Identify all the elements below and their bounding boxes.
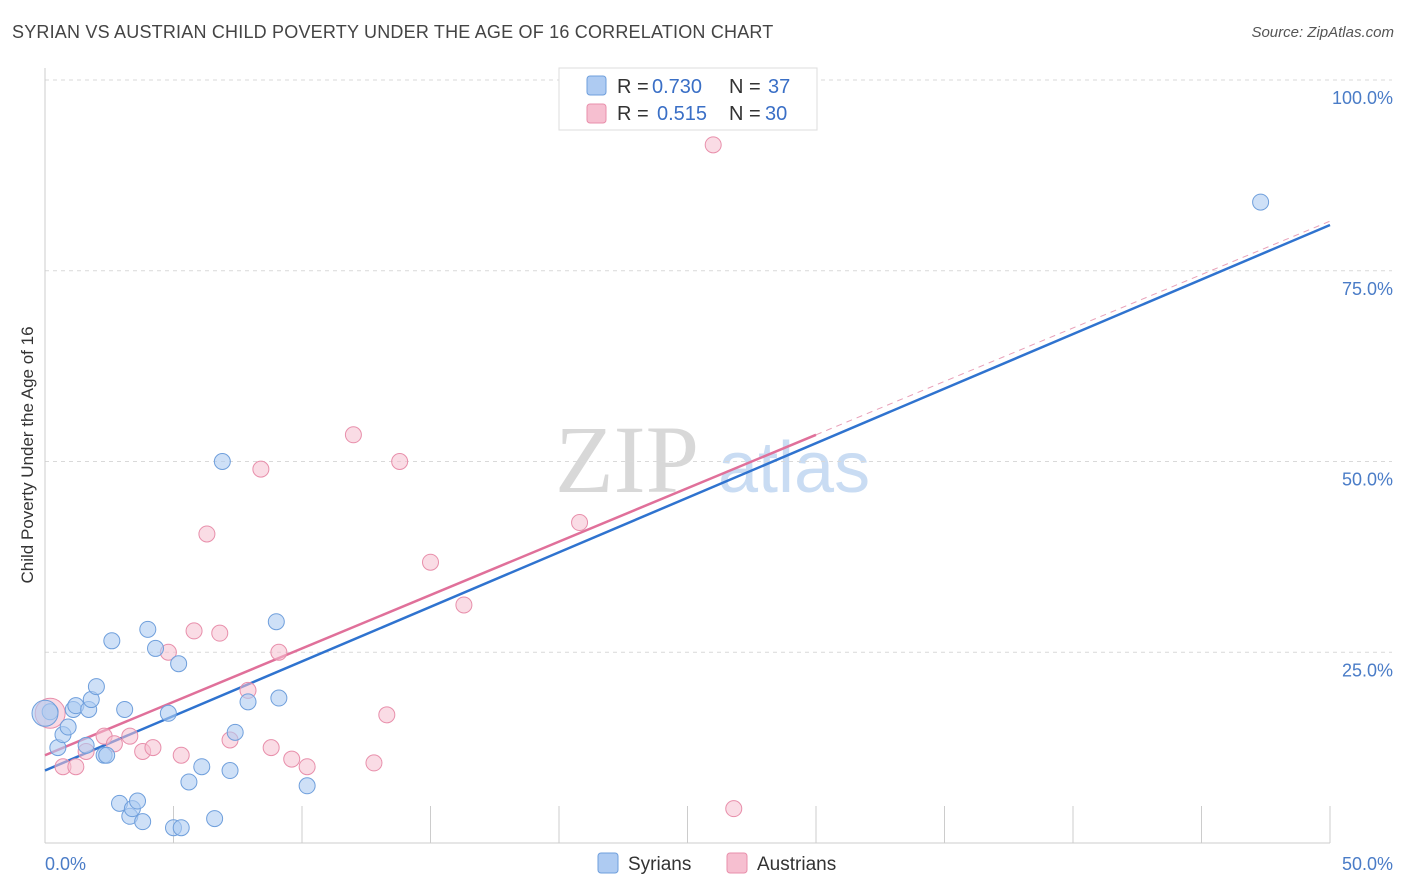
syrians-point-35 (1252, 193, 1270, 211)
source-credit: Source: ZipAtlas.com (1251, 24, 1394, 41)
watermark-zip: ZIP (555, 406, 699, 513)
legend-syrians-r-value: 0.730 (652, 76, 702, 98)
austrians-point-12 (198, 525, 216, 543)
y-tick-label-3: 25.0% (1342, 660, 1393, 680)
y-tick-label-1: 75.0% (1342, 279, 1393, 299)
syrians-point-24 (172, 819, 190, 837)
legend-swatch-syrians (586, 75, 607, 96)
tick-labels: 100.0% 75.0% 50.0% 25.0% 0.0% 50.0% (45, 88, 1393, 874)
syrians-point-27 (206, 810, 224, 828)
bottom-legend-syrians: Syrians (628, 854, 691, 875)
syrians-point-14 (116, 700, 134, 718)
austrians-point-10 (172, 746, 190, 764)
austrians-point-18 (270, 643, 288, 661)
y-tick-label-2: 50.0% (1342, 470, 1393, 490)
bottom-legend-swatch-syrians (597, 852, 619, 874)
syrians-point-11 (98, 746, 116, 764)
syrians-point-3 (59, 718, 77, 736)
syrians-point-25 (180, 773, 198, 791)
syrians-point-23 (170, 655, 188, 673)
legend-syrians-n-value: 37 (768, 76, 790, 98)
austrians-point-22 (365, 754, 383, 772)
syrians-point-18 (134, 813, 152, 831)
austrians-point-6 (121, 727, 139, 745)
austrians-trendline (44, 433, 817, 757)
austrians-point-11 (185, 622, 203, 640)
syrians-point-31 (239, 693, 257, 711)
axes (44, 68, 1331, 844)
legend-austrians-r-value: 0.515 (657, 103, 707, 125)
syrians-point-17 (129, 792, 147, 810)
austrians-point-29 (725, 800, 743, 818)
bottom-legend-austrians: Austrians (757, 854, 836, 875)
gridlines (45, 79, 1392, 653)
legend-syrians-r-label: R = (617, 76, 649, 98)
austrians-point-24 (391, 453, 409, 470)
trendlines (44, 220, 1331, 772)
austrians-point-13 (211, 624, 229, 642)
legend-austrians-n-value: 30 (765, 103, 787, 125)
y-tick-label-0: 100.0% (1332, 88, 1393, 108)
austrians-point-20 (298, 758, 316, 776)
syrians-point-36 (31, 699, 59, 727)
austrians-point-27 (571, 514, 589, 532)
legend-syrians-n-label: N = (729, 76, 761, 98)
austrians-point-25 (422, 553, 439, 571)
austrians-point-26 (455, 596, 473, 614)
syrians-point-26 (193, 758, 211, 776)
austrians-point-19 (283, 750, 301, 768)
austrians-point-16 (252, 460, 270, 478)
austrians-point-2 (67, 758, 85, 776)
syrians-point-6 (77, 736, 95, 754)
x-tick-label-0: 0.0% (45, 854, 86, 874)
legend-box: R = 0.730 N = 37 R = 0.515 N = 30 (558, 67, 818, 131)
syrians-trendline (44, 223, 1331, 772)
legend-austrians-n-label: N = (729, 103, 761, 125)
syrians-point-33 (270, 689, 288, 707)
austrians-point-28 (704, 136, 722, 154)
legend-austrians-r-label: R = (617, 103, 649, 125)
syrians-point-34 (298, 777, 316, 795)
syrians-point-12 (103, 632, 121, 650)
austrians-point-17 (262, 739, 280, 757)
x-tick-label-1: 50.0% (1342, 854, 1393, 874)
austrians-trend-extension (815, 220, 1331, 436)
bottom-legend-swatch-austrians (726, 852, 748, 874)
syrians-point-32 (267, 613, 285, 631)
syrians-point-21 (159, 704, 177, 722)
syrians-points (31, 193, 1270, 837)
austrians-point-8 (144, 739, 162, 757)
syrians-point-9 (87, 678, 105, 696)
bottom-legend: Syrians Austrians (597, 852, 836, 875)
syrians-point-28 (213, 453, 231, 470)
syrians-point-29 (221, 762, 239, 780)
syrians-point-19 (139, 620, 157, 638)
chart-title: SYRIAN VS AUSTRIAN CHILD POVERTY UNDER T… (12, 22, 774, 42)
austrians-point-23 (378, 706, 396, 724)
syrians-point-20 (147, 639, 165, 657)
syrians-point-30 (226, 723, 244, 741)
legend-swatch-austrians (586, 103, 607, 124)
austrians-point-21 (344, 426, 362, 444)
watermark-atlas: atlas (718, 428, 870, 508)
